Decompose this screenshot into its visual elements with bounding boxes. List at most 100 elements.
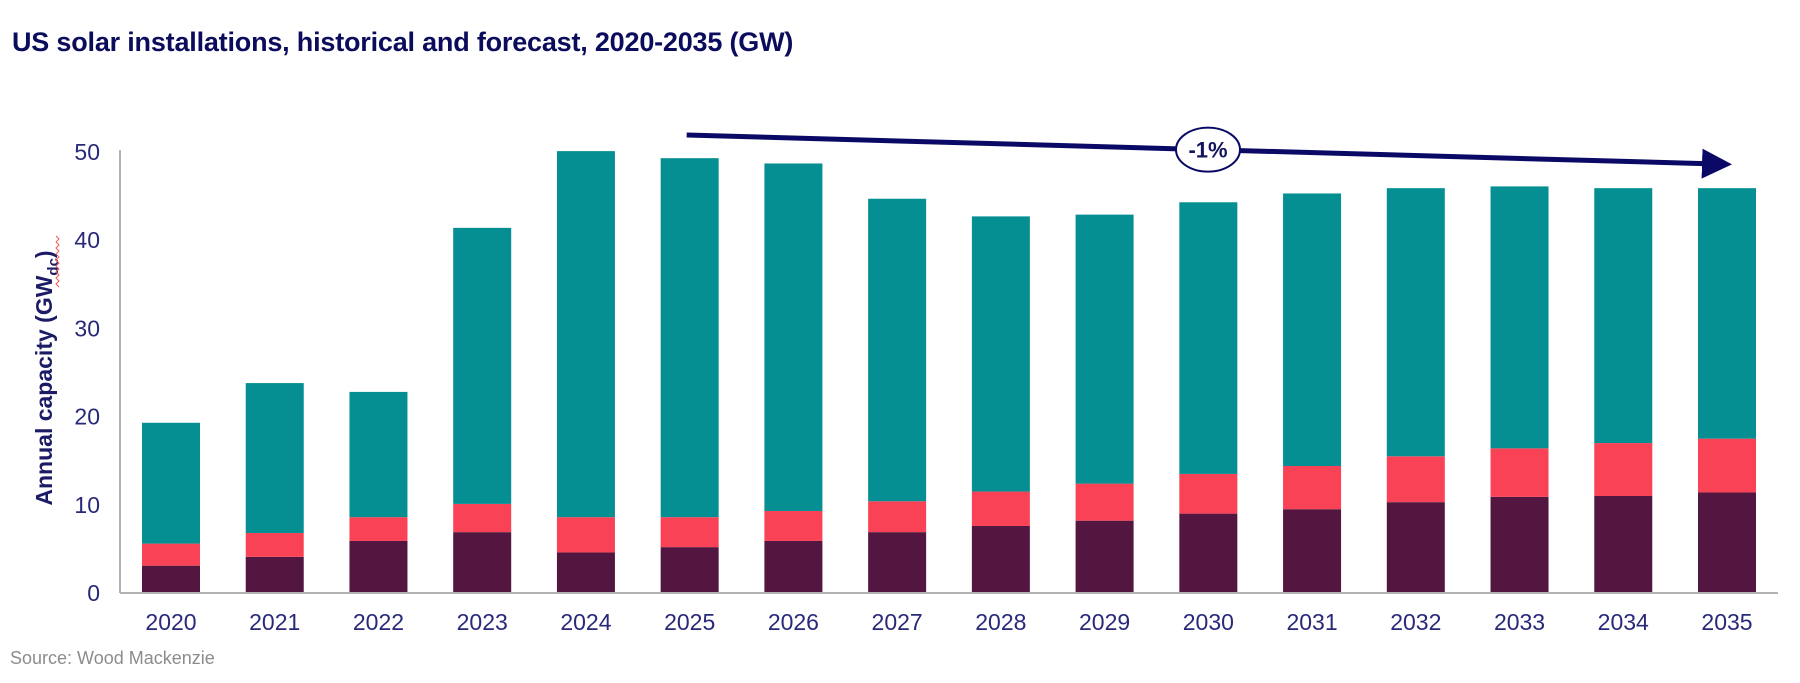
bar-stack-2033 bbox=[1490, 186, 1549, 593]
y-tick-label: 40 bbox=[74, 227, 100, 253]
bar-segment-middle bbox=[1283, 465, 1342, 510]
bar-stack-2029 bbox=[1075, 214, 1134, 593]
bar-segment-middle bbox=[1490, 448, 1549, 497]
bar-segment-bottom bbox=[453, 532, 512, 593]
bar-segment-top bbox=[1075, 214, 1134, 484]
y-tick-label: 0 bbox=[87, 580, 100, 606]
bar-segment-top bbox=[245, 383, 304, 534]
y-axis-label-main: Annual capacity (GW bbox=[31, 275, 57, 505]
x-tick-label: 2030 bbox=[1183, 609, 1234, 635]
bar-segment-bottom bbox=[1386, 502, 1445, 593]
x-tick-labels: 2020 2021 2022 2023 2024 2025 2026 2027 2028 2029… bbox=[145, 609, 1752, 635]
trend-label-badge bbox=[1175, 126, 1241, 173]
y-tick-label: 30 bbox=[74, 315, 100, 341]
x-tick-label: 2033 bbox=[1494, 609, 1545, 635]
x-tick-label: 2021 bbox=[249, 609, 300, 635]
bar-segment-bottom bbox=[971, 525, 1030, 593]
bar-stack-2026 bbox=[764, 163, 823, 593]
bar-segment-bottom bbox=[764, 540, 823, 593]
y-tick-labels: 0 10 20 30 40 50 bbox=[74, 139, 100, 606]
y-tick-label: 10 bbox=[74, 492, 100, 518]
bar-segment-middle bbox=[556, 517, 615, 553]
x-tick-label: 2034 bbox=[1598, 609, 1649, 635]
bar-stack-2035 bbox=[1698, 188, 1756, 593]
x-tick-label: 2027 bbox=[872, 609, 923, 635]
bar-stack-2034 bbox=[1594, 188, 1653, 593]
bar-segment-middle bbox=[349, 517, 408, 541]
bar-stack-2021 bbox=[245, 383, 304, 593]
bar-segment-top bbox=[971, 216, 1030, 492]
bar-segment-middle bbox=[1386, 456, 1445, 503]
bar-segment-middle bbox=[1179, 473, 1238, 514]
bar-segment-bottom bbox=[868, 532, 927, 593]
x-tick-label: 2028 bbox=[975, 609, 1026, 635]
bar-segment-top bbox=[1386, 188, 1445, 457]
y-axis-label-suffix: ) bbox=[31, 250, 57, 258]
bar-segment-bottom bbox=[349, 540, 408, 593]
bar-segment-top bbox=[1490, 186, 1549, 449]
y-axis-label: Annual capacity (GWdc) bbox=[31, 250, 62, 505]
bar-segment-bottom bbox=[245, 556, 304, 593]
bar-stack-2028 bbox=[971, 216, 1030, 593]
y-axis-label-subscript: dc bbox=[45, 258, 62, 276]
x-tick-label: 2020 bbox=[145, 609, 196, 635]
bar-stack-2030 bbox=[1179, 202, 1238, 593]
bar-segment-top bbox=[349, 391, 408, 518]
bar-stack-2020 bbox=[142, 422, 200, 593]
bar-segment-top bbox=[1594, 188, 1653, 444]
bar-stack-2023 bbox=[453, 227, 512, 593]
bar-segment-bottom bbox=[1283, 509, 1342, 593]
bar-segment-middle bbox=[971, 491, 1030, 526]
bar-stack-2027 bbox=[868, 198, 927, 593]
trend-annotation: -1% bbox=[686, 126, 1732, 179]
x-tick-label: 2029 bbox=[1079, 609, 1130, 635]
bars bbox=[142, 151, 1756, 593]
bar-segment-bottom bbox=[556, 552, 615, 593]
bar-segment-top bbox=[764, 163, 823, 511]
x-tick-label: 2023 bbox=[457, 609, 508, 635]
bar-segment-middle bbox=[1594, 443, 1653, 496]
x-tick-label: 2026 bbox=[768, 609, 819, 635]
bar-segment-middle bbox=[868, 501, 927, 533]
x-tick-label: 2025 bbox=[664, 609, 715, 635]
bar-segment-bottom bbox=[1075, 520, 1134, 593]
source-note: Source: Wood Mackenzie bbox=[10, 648, 215, 668]
bar-segment-bottom bbox=[660, 547, 719, 593]
svg-text:Annual capacity (GWdc): Annual capacity (GWdc) bbox=[31, 250, 62, 505]
bar-stack-2022 bbox=[349, 391, 408, 593]
y-tick-label: 50 bbox=[74, 139, 100, 165]
bar-segment-top bbox=[142, 422, 200, 544]
y-tick-label: 20 bbox=[74, 404, 100, 430]
bar-segment-middle bbox=[142, 543, 200, 566]
x-tick-label: 2022 bbox=[353, 609, 404, 635]
bar-segment-top bbox=[660, 158, 719, 518]
bar-segment-bottom bbox=[142, 565, 200, 593]
x-tick-label: 2024 bbox=[560, 609, 611, 635]
bar-segment-bottom bbox=[1698, 492, 1756, 593]
bar-segment-bottom bbox=[1179, 513, 1238, 593]
bar-stack-2031 bbox=[1283, 193, 1342, 593]
bar-stack-2024 bbox=[556, 151, 615, 593]
bar-segment-top bbox=[1698, 188, 1756, 439]
bar-segment-top bbox=[868, 198, 927, 502]
bar-stack-2025 bbox=[660, 158, 719, 593]
bar-segment-bottom bbox=[1594, 495, 1653, 593]
chart-title: US solar installations, historical and f… bbox=[12, 27, 794, 57]
bar-segment-middle bbox=[764, 510, 823, 541]
bar-segment-middle bbox=[245, 533, 304, 557]
bar-segment-middle bbox=[1075, 483, 1134, 521]
bar-segment-middle bbox=[1698, 438, 1756, 493]
bar-segment-middle bbox=[660, 517, 719, 548]
spellcheck-squiggle bbox=[55, 235, 60, 288]
trend-label: -1% bbox=[1188, 138, 1227, 163]
bar-segment-top bbox=[1179, 202, 1238, 474]
bar-segment-top bbox=[556, 151, 615, 518]
x-tick-label: 2035 bbox=[1701, 609, 1752, 635]
bar-segment-middle bbox=[453, 503, 512, 533]
bar-segment-top bbox=[453, 227, 512, 504]
bar-segment-bottom bbox=[1490, 496, 1549, 593]
x-tick-label: 2031 bbox=[1286, 609, 1337, 635]
bar-segment-top bbox=[1283, 193, 1342, 466]
x-tick-label: 2032 bbox=[1390, 609, 1441, 635]
